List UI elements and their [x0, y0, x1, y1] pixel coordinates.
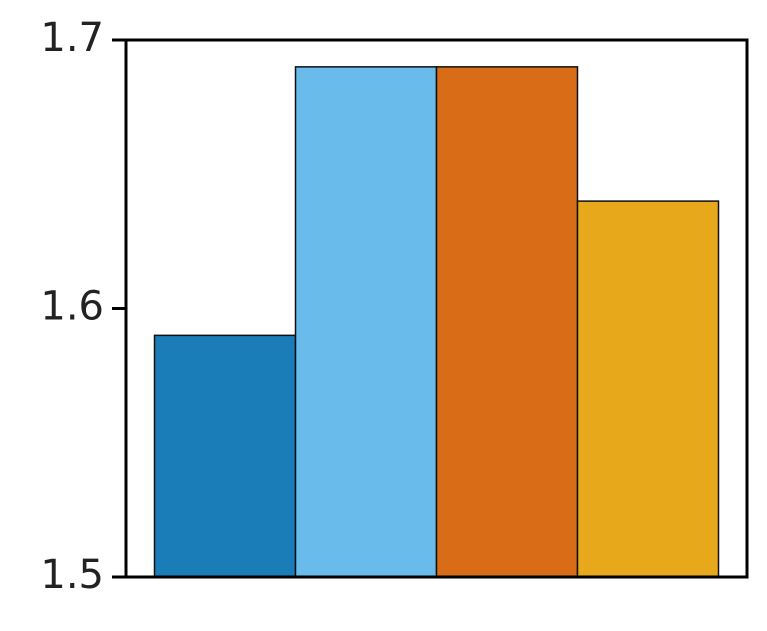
plot-frame: [124, 38, 749, 579]
bar: [576, 200, 720, 578]
y-tick-label: 1.6: [40, 284, 104, 330]
y-tick-label: 1.7: [40, 15, 104, 61]
bar: [153, 334, 297, 578]
bar: [435, 66, 579, 578]
y-tick-label: 1.5: [40, 552, 104, 598]
bar: [294, 66, 438, 578]
